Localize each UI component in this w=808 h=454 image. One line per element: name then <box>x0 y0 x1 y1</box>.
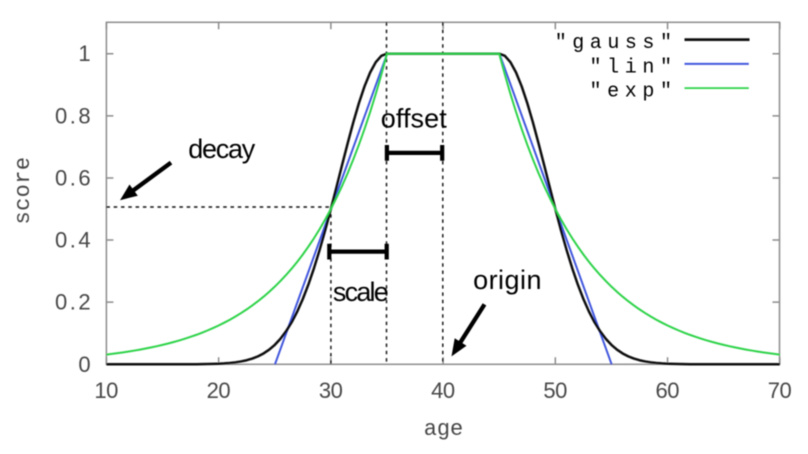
svg-text:0.6: 0.6 <box>55 165 91 190</box>
svg-text:origin: origin <box>473 265 541 295</box>
svg-text:0.8: 0.8 <box>55 103 91 128</box>
svg-text:50: 50 <box>543 378 567 403</box>
svg-text:offset: offset <box>381 103 448 133</box>
svg-text:"exp": "exp" <box>590 81 673 104</box>
svg-text:"gauss": "gauss" <box>555 32 672 55</box>
svg-text:10: 10 <box>94 378 118 403</box>
svg-text:scale: scale <box>333 277 389 307</box>
svg-text:decay: decay <box>188 134 256 164</box>
svg-text:age: age <box>424 417 464 442</box>
svg-text:score: score <box>11 157 36 225</box>
svg-text:20: 20 <box>207 378 231 403</box>
svg-text:0: 0 <box>78 352 90 377</box>
svg-text:60: 60 <box>656 378 680 403</box>
svg-text:0.2: 0.2 <box>55 290 91 315</box>
svg-text:40: 40 <box>431 378 455 403</box>
svg-text:70: 70 <box>768 378 792 403</box>
svg-text:0.4: 0.4 <box>55 228 91 253</box>
svg-text:"lin": "lin" <box>590 56 673 79</box>
svg-text:1: 1 <box>78 41 90 66</box>
svg-text:30: 30 <box>319 378 343 403</box>
